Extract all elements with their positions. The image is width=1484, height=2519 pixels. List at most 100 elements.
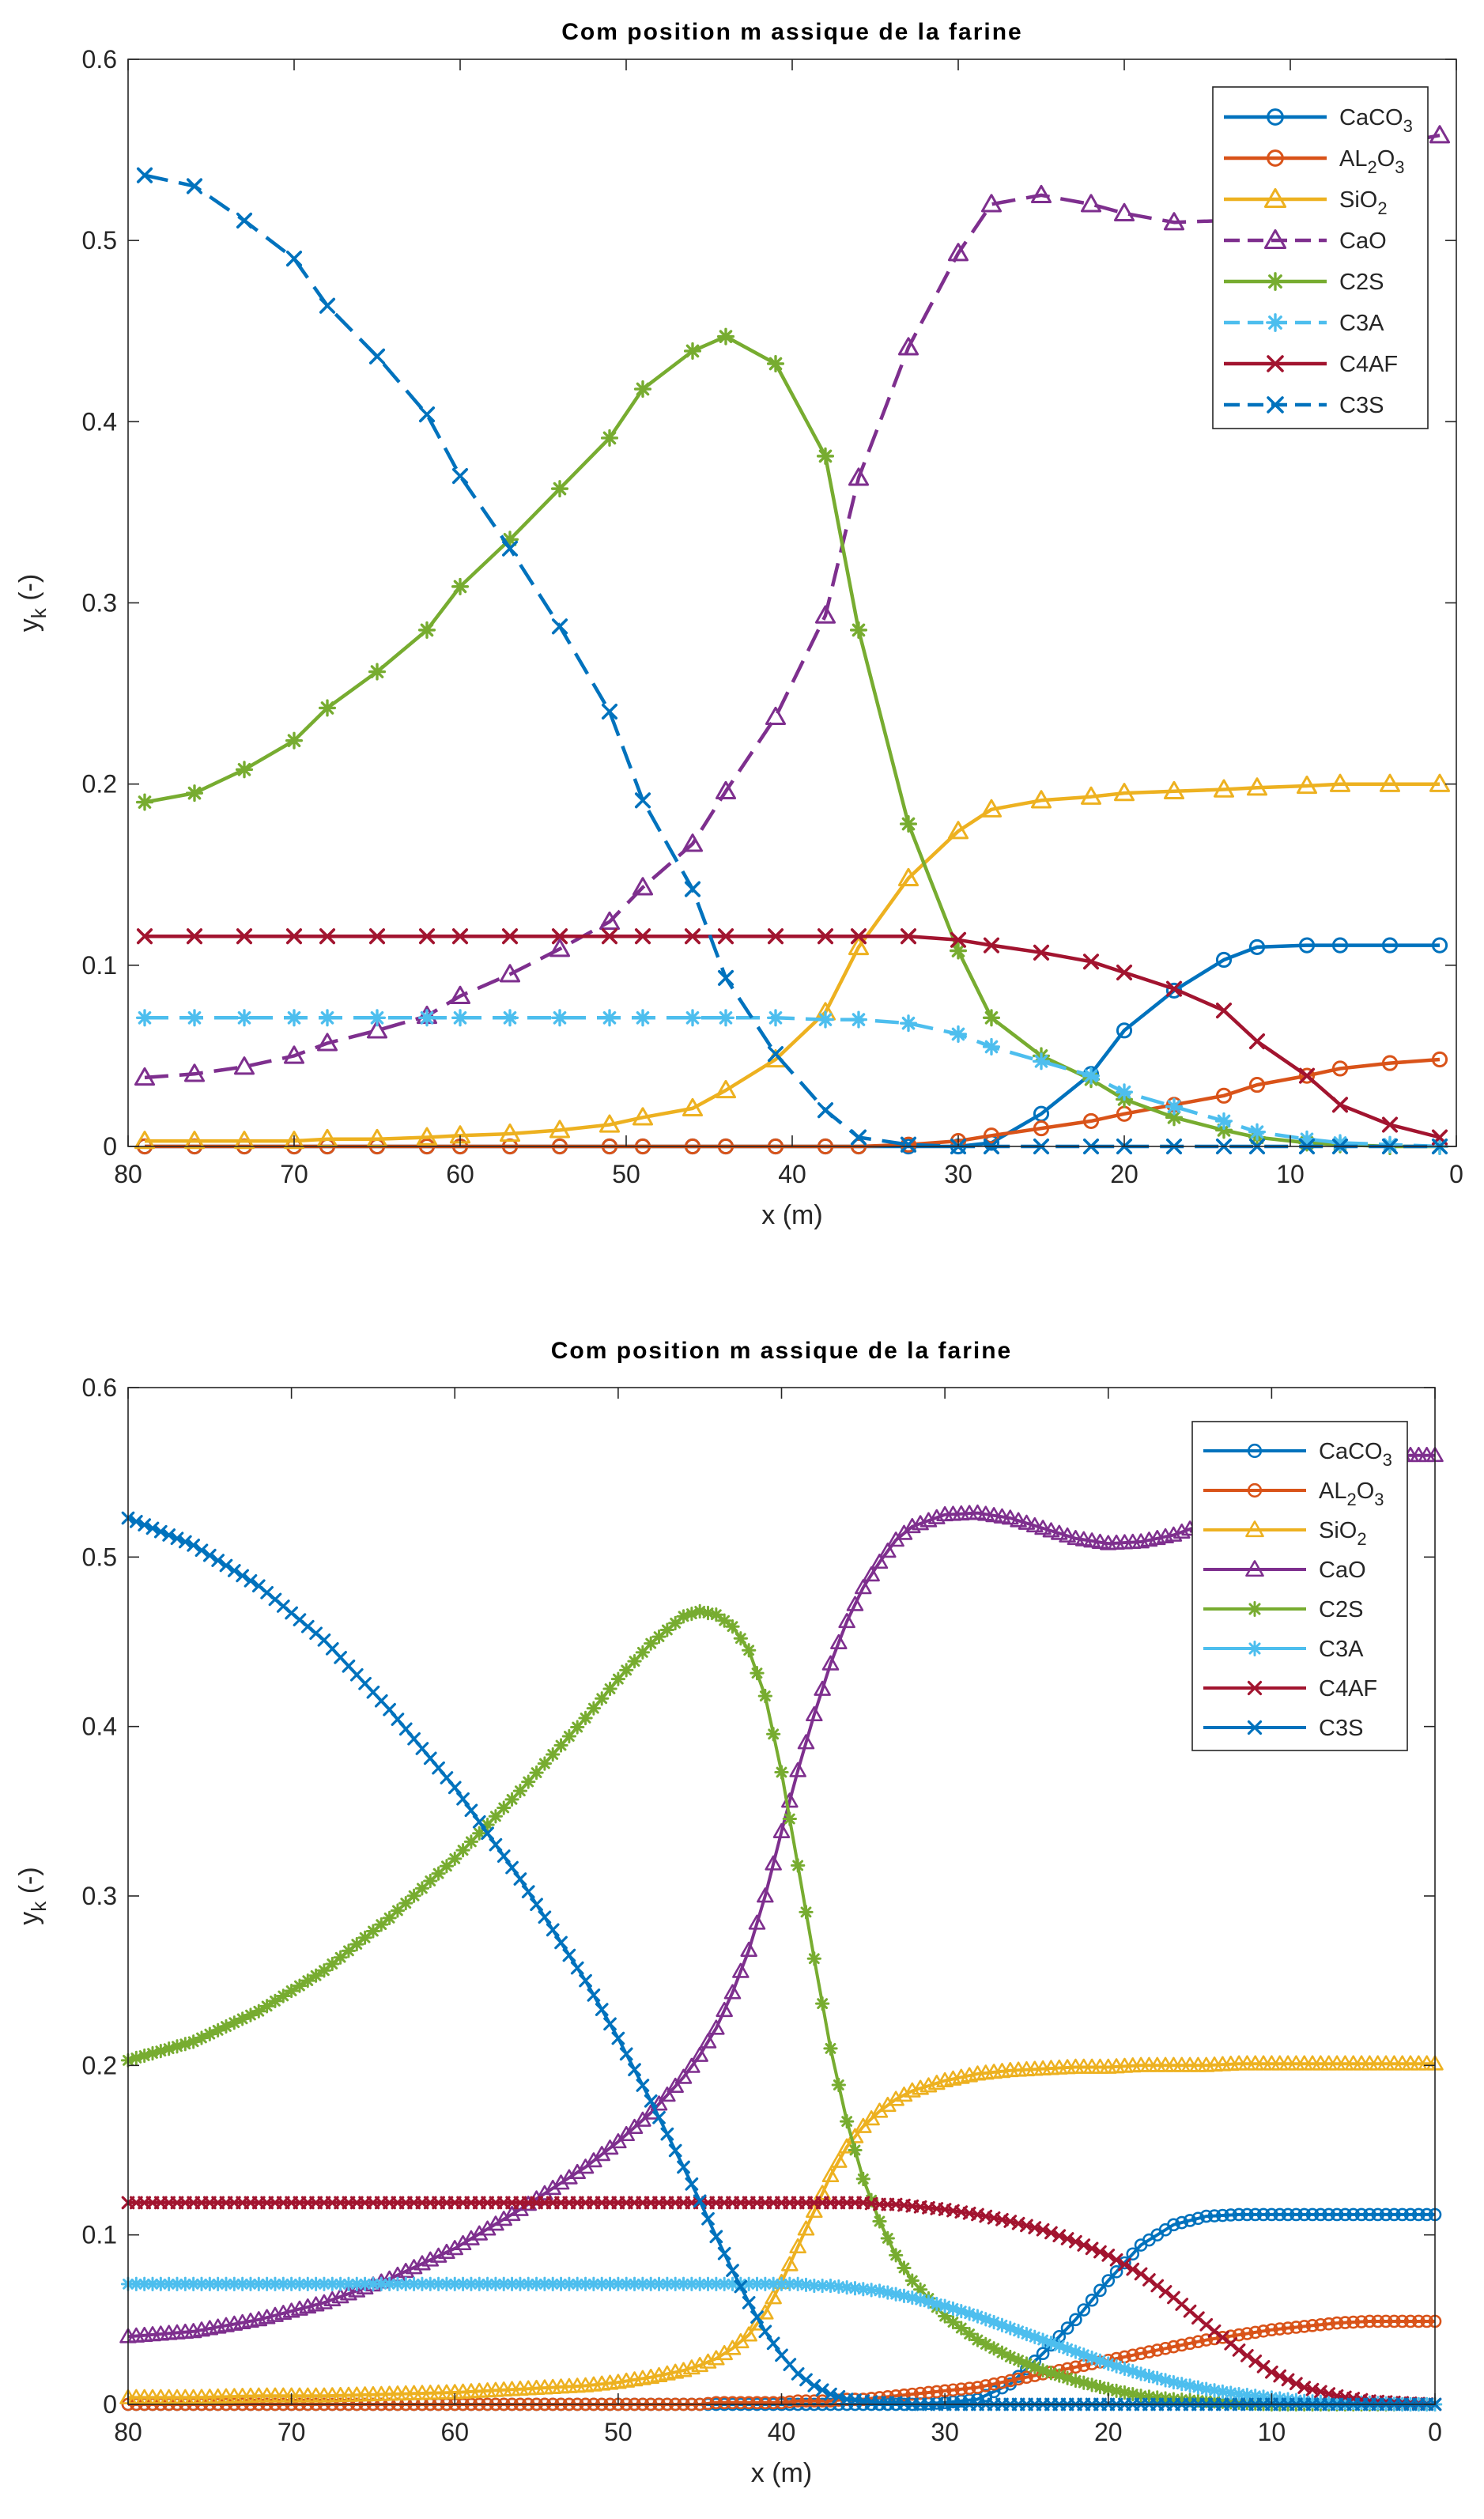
- chart-bottom-point-7-7: [178, 1535, 192, 1549]
- chart-bottom-point-5-29: [357, 2276, 372, 2291]
- chart-bottom-point-4-89: [848, 2143, 863, 2158]
- chart-bottom-point-4-121: [1108, 2383, 1124, 2398]
- chart-bottom-point-5-52: [546, 2276, 561, 2291]
- chart-top-point-2-3: [283, 1131, 305, 1150]
- chart-bottom-point-3-54: [561, 2169, 578, 2185]
- chart-bottom-point-3-77: [748, 1914, 766, 1930]
- chart-bottom-point-6-121: [1109, 2253, 1123, 2267]
- chart-bottom-point-5-90: [855, 2282, 870, 2297]
- chart-bottom-point-4-51: [537, 1756, 553, 1771]
- chart-top-line-3: [144, 133, 1441, 1080]
- chart-bottom-point-4-59: [602, 1681, 617, 1697]
- chart-bottom-point-5-112: [1035, 2332, 1051, 2347]
- chart-top-point-5-0: [135, 1009, 154, 1027]
- chart-bottom-point-1-150: [1346, 2315, 1361, 2329]
- chart-bottom-point-0-137: [1240, 2207, 1254, 2222]
- chart-top-point-6-2: [236, 928, 253, 945]
- chart-top-legend-marker-3: [1263, 228, 1287, 249]
- chart-bottom-point-3-45: [487, 2215, 504, 2231]
- chart-bottom: Com position m assique de la farine 80 70 6…: [14, 1338, 1444, 2488]
- chart-bottom-point-3-114: [1051, 1524, 1068, 1540]
- chart-top-point-6-26: [1298, 1067, 1316, 1084]
- chart-bottom-point-6-123: [1126, 2262, 1140, 2276]
- chart-bottom-point-5-53: [553, 2276, 568, 2291]
- chart-bottom-point-1-152: [1363, 2314, 1376, 2328]
- chart-bottom-point-1-157: [1403, 2314, 1418, 2328]
- chart-bottom-point-5-137: [1240, 2388, 1255, 2403]
- chart-top-legend-marker-4: [1266, 272, 1285, 291]
- chart-top-legend-label-6: C4AF: [1339, 352, 1398, 377]
- chart-bottom-point-1-81: [783, 2395, 797, 2409]
- chart-bottom-title: Com position m assique de la farine: [551, 1338, 1012, 1364]
- chart-bottom-point-4-4: [153, 2043, 168, 2059]
- chart-bottom-point-3-35: [405, 2259, 423, 2275]
- chart-bottom-point-5-22: [300, 2276, 315, 2291]
- chart-bottom-point-2-87: [830, 2152, 848, 2168]
- chart-top-point-7-12: [684, 881, 701, 897]
- chart-bottom-point-4-65: [651, 1629, 666, 1645]
- chart-bottom-point-7-44: [481, 1826, 494, 1841]
- chart-bottom-point-5-35: [406, 2276, 421, 2291]
- chart-bottom-point-5-25: [325, 2276, 340, 2291]
- chart-top-point-0-27: [1331, 937, 1349, 954]
- chart-bottom-point-4-86: [823, 2041, 838, 2056]
- chart-top-point-2-17: [897, 867, 919, 886]
- chart-bottom-point-5-104: [970, 2309, 985, 2324]
- chart-bottom-point-1-77: [750, 2396, 764, 2410]
- chart-top-point-7-6: [418, 406, 436, 423]
- chart-top-point-3-7: [449, 985, 471, 1004]
- chart-top-point-7-11: [634, 792, 651, 809]
- chart-bottom-point-5-97: [912, 2292, 928, 2307]
- chart-top-point-1-24: [1215, 1087, 1233, 1104]
- chart-top-point-2-25: [1246, 777, 1268, 796]
- chart-top-point-4-17: [899, 815, 918, 833]
- chart-bottom-point-5-101: [946, 2301, 961, 2317]
- chart-bottom-point-6-113: [1044, 2226, 1058, 2240]
- chart-bottom-point-1-159: [1420, 2314, 1433, 2328]
- chart-bottom-point-0-148: [1330, 2207, 1344, 2222]
- chart-bottom-point-5-91: [863, 2283, 879, 2298]
- chart-bottom-legend-marker-0: [1247, 1443, 1263, 1459]
- chart-bottom-point-6-138: [1248, 2354, 1263, 2368]
- chart-top-legend: CaCO3 AL2O3 SiO2 CaO C2S C3A C4AF C3S: [1212, 86, 1429, 429]
- chart-bottom-x-tick-label-3: 50: [604, 2418, 632, 2446]
- chart-top-point-5-14: [766, 1009, 785, 1027]
- chart-bottom-point-5-147: [1321, 2395, 1336, 2410]
- chart-bottom-point-5-23: [308, 2276, 323, 2291]
- chart-bottom-point-4-125: [1142, 2389, 1157, 2404]
- chart-bottom-point-4-76: [742, 1643, 757, 1658]
- chart-bottom-point-4-130: [1182, 2392, 1198, 2408]
- chart-bottom-point-4-118: [1084, 2377, 1100, 2392]
- chart-bottom-point-5-37: [423, 2276, 438, 2291]
- chart-bottom-point-3-76: [740, 1941, 757, 1957]
- chart-bottom-point-5-114: [1052, 2338, 1067, 2354]
- chart-bottom-point-1-139: [1256, 2324, 1271, 2338]
- chart-top-y-tick-label-3: 0.3: [82, 589, 117, 617]
- chart-bottom-point-4-124: [1133, 2389, 1149, 2404]
- chart-top-point-6-20: [1033, 944, 1050, 961]
- chart-bottom-point-5-7: [178, 2276, 193, 2291]
- chart-bottom-point-5-123: [1125, 2364, 1140, 2379]
- chart-top-point-6-21: [1082, 954, 1100, 970]
- chart-top-point-4-18: [949, 942, 968, 960]
- chart-bottom-point-5-68: [676, 2276, 691, 2291]
- chart-top-point-7-8: [501, 540, 519, 557]
- chart-bottom-point-4-29: [357, 1930, 372, 1945]
- chart-bottom-point-7-56: [579, 1973, 592, 1988]
- chart-top-point-5-8: [500, 1009, 519, 1027]
- chart-bottom-point-1-71: [701, 2396, 715, 2411]
- chart-bottom-point-5-117: [1076, 2347, 1091, 2362]
- chart-bottom-point-7-53: [554, 1936, 568, 1950]
- chart-top-point-4-9: [550, 480, 569, 498]
- chart-top-point-4-7: [451, 577, 470, 595]
- chart-top-point-7-3: [285, 251, 303, 267]
- chart-bottom-point-1-75: [734, 2396, 748, 2410]
- chart-bottom-point-4-115: [1059, 2370, 1075, 2385]
- chart-bottom-point-1-148: [1330, 2316, 1344, 2330]
- chart-bottom-point-6-135: [1224, 2337, 1238, 2351]
- chart-bottom-point-4-41: [455, 1842, 470, 1858]
- chart-bottom-point-5-93: [880, 2285, 895, 2300]
- chart-bottom-point-5-69: [684, 2276, 700, 2291]
- chart-bottom-point-4-36: [414, 1881, 430, 1896]
- chart-bottom-point-7-8: [187, 1538, 200, 1552]
